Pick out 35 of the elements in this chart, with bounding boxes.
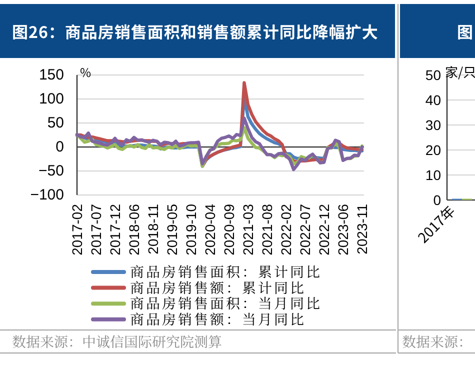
x-tick-label: 2022-07 <box>297 204 313 256</box>
y-tick-label: 100 <box>38 90 64 108</box>
y-tick-label: 40 <box>425 92 442 108</box>
y-tick-label: 150 <box>38 66 64 84</box>
y-axis-title: 家/只 <box>445 62 475 81</box>
x-tick-label: 2022-12 <box>316 204 332 256</box>
x-tick-label: 2023-11 <box>354 204 370 254</box>
chart-title: 图 <box>457 19 474 43</box>
x-tick-label: 2019-10 <box>183 204 199 256</box>
source-note: 数据来源：中诚信国际研究院测算 <box>12 332 222 352</box>
x-tick-label: 2017-07 <box>88 204 104 256</box>
x-tick-label: 2022-02 <box>278 204 294 256</box>
y-tick-label: 20 <box>425 142 442 158</box>
line-series <box>75 116 364 172</box>
x-tick-label: 2021-08 <box>259 204 275 256</box>
x-tick-label: 2021-03 <box>240 204 256 256</box>
y-tick-label: 50 <box>425 67 442 83</box>
x-tick-label: 2017-12 <box>107 204 123 256</box>
x-tick-label: 2019-05 <box>164 204 180 256</box>
x-tick-label: 2017-02 <box>69 204 85 256</box>
y-tick-label: 30 <box>425 117 442 133</box>
y-tick-label: 0 <box>56 138 64 156</box>
y-tick-label: 50 <box>47 114 64 132</box>
y-tick-label: 0 <box>433 192 442 208</box>
y-tick-label: −100 <box>30 186 64 204</box>
source-note: 数据来源： <box>402 332 472 352</box>
x-tick-label: 2023-06 <box>335 204 351 256</box>
y-axis-title: % <box>80 64 92 81</box>
chart-title: 图26：商品房销售面积和销售额累计同比降幅扩大 <box>12 19 378 43</box>
y-tick-label: 10 <box>425 167 442 183</box>
x-tick-label: 2020-04 <box>202 204 218 256</box>
x-tick-label: 2020-09 <box>221 204 237 256</box>
y-tick-label: −50 <box>38 162 64 180</box>
x-tick-label: 2018-06 <box>126 204 142 256</box>
x-tick-label: 2018-11 <box>145 204 161 254</box>
